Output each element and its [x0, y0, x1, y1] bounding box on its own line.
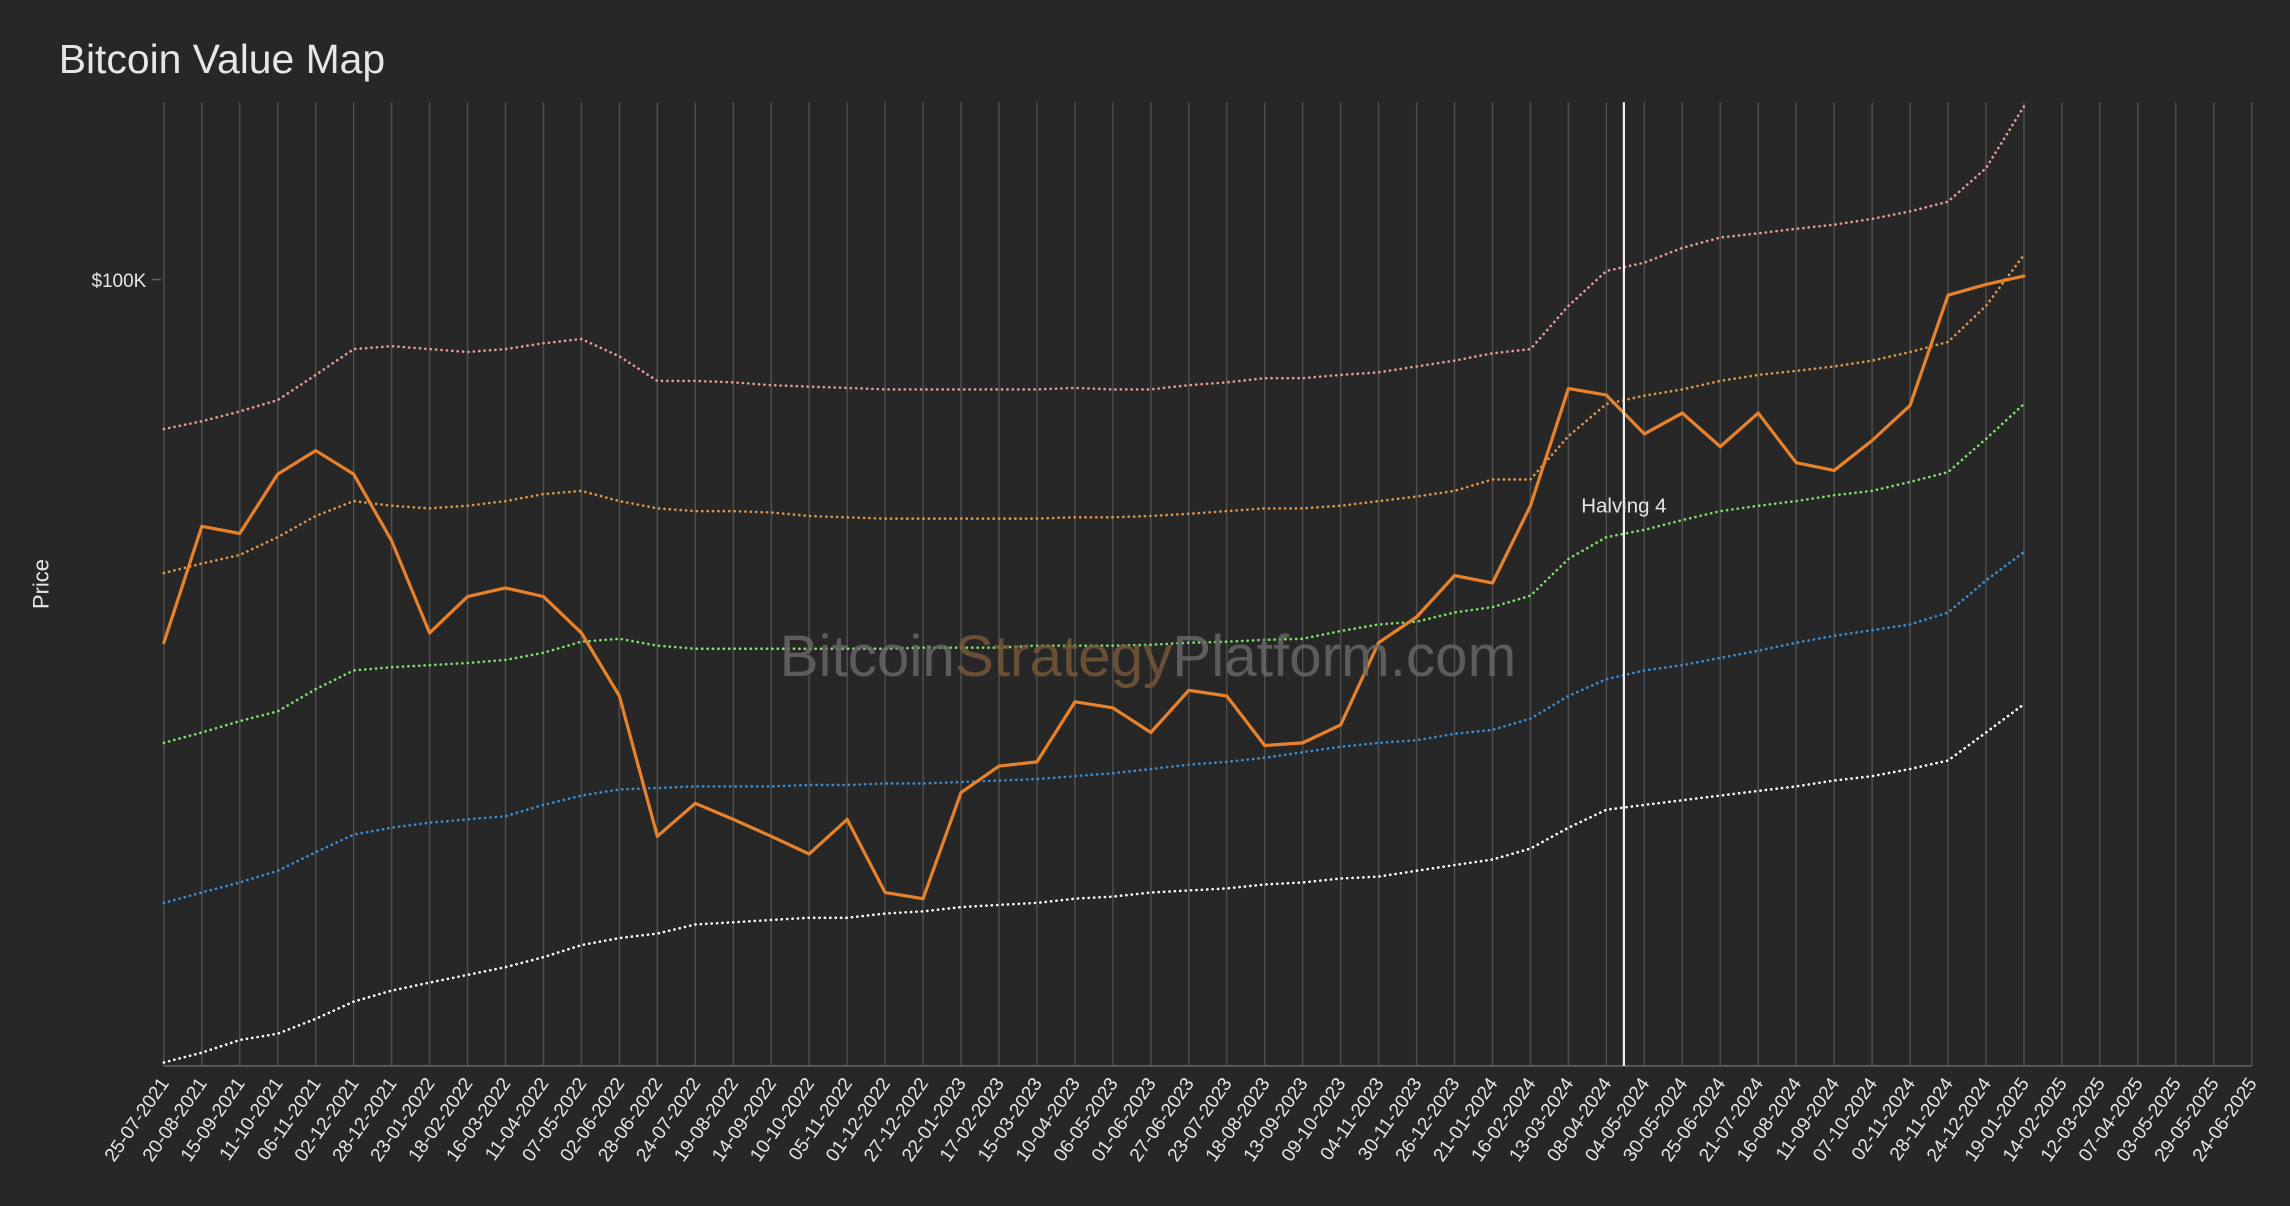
band-line: [162, 702, 2026, 1064]
plot: [162, 102, 2026, 1066]
watermark: BitcoinStrategyPlatform.com: [780, 624, 1517, 689]
price-line: [162, 274, 2026, 901]
band-line: [162, 550, 2026, 905]
band-line: [162, 105, 2026, 431]
band-line: [162, 402, 2026, 745]
y-axis-label: Price: [29, 559, 54, 609]
watermark-part: Platform.com: [1172, 624, 1516, 689]
labels: 25-07-202120-08-202115-09-202111-10-2021…: [91, 271, 2261, 1166]
watermark-part: Strategy: [955, 624, 1173, 689]
watermark-part: Bitcoin: [780, 624, 955, 689]
band-line: [162, 253, 2026, 575]
grid: [152, 102, 2253, 1067]
annotation-label: Halving 4: [1581, 494, 1666, 517]
chart-title: Bitcoin Value Map: [59, 36, 385, 82]
y-tick-label: $100K: [91, 271, 146, 292]
